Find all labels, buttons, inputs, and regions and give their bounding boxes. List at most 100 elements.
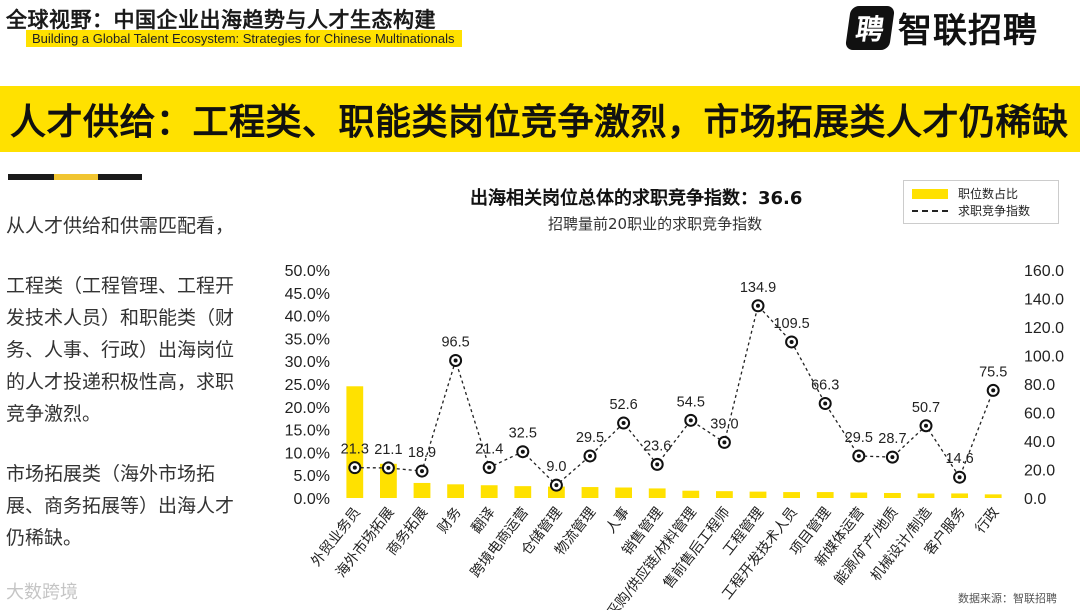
data-source: 数据来源：智联招聘: [958, 592, 1057, 605]
y-left-tick-label: 25.0%: [285, 377, 330, 394]
legend-bar-swatch: [912, 188, 948, 199]
y-right-tick-label: 100.0: [1024, 349, 1064, 366]
legend-bar-label: 职位数占比: [958, 187, 1019, 201]
line-point-center-9: [621, 421, 626, 426]
line-point-center-6: [520, 449, 525, 454]
x-category-label: 财务: [435, 505, 465, 537]
line-point-center-4: [453, 358, 458, 363]
bar-10: [648, 488, 666, 498]
line-point-center-14: [789, 339, 794, 344]
watermark: 大数跨境: [6, 582, 78, 603]
bar-17: [884, 492, 901, 498]
line-point-center-1: [352, 465, 357, 470]
line-data-label: 14.6: [945, 451, 973, 467]
zhaopin-logo: 聘 智联招聘: [844, 3, 1038, 52]
chart-legend: 职位数占比 求职竞争指数: [903, 180, 1059, 224]
line-data-label: 134.9: [740, 280, 776, 296]
bar-9: [615, 487, 632, 498]
line-data-label: 52.6: [609, 397, 637, 413]
y-right-tick-label: 160.0: [1024, 263, 1064, 280]
line-data-label: 21.3: [341, 442, 369, 458]
y-right-tick-label: 60.0: [1024, 406, 1055, 423]
bar-5: [480, 485, 498, 498]
line-data-label: 96.5: [441, 334, 469, 350]
line-point-center-18: [924, 423, 928, 428]
legend-line-swatch: [912, 209, 948, 212]
bar-18: [917, 493, 935, 498]
section-divider: [8, 174, 142, 180]
y-left-tick-label: 20.0%: [285, 400, 330, 417]
line-point-center-12: [722, 440, 727, 445]
y-left-tick-label: 5.0%: [294, 468, 330, 485]
y-right-tick-label: 140.0: [1024, 292, 1064, 309]
line-data-label: 29.5: [845, 430, 873, 446]
line-data-label: 39.0: [710, 416, 738, 432]
chart-title: 出海相关岗位总体的求职竞争指数：36.6: [470, 188, 803, 209]
x-category-label: 翻译: [469, 505, 499, 537]
legend-line-label: 求职竞争指数: [958, 204, 1031, 218]
line-data-label: 21.4: [475, 442, 503, 458]
y-left-tick-label: 45.0%: [285, 286, 330, 303]
commentary-text: 从人才供给和供需匹配看， 工程类（工程管理、工程开发技术人员）和职能类（财务、人…: [6, 210, 242, 582]
bar-16: [850, 492, 868, 498]
line-point-center-16: [856, 453, 861, 458]
bar-19: [951, 493, 968, 498]
bar-20: [984, 494, 1002, 498]
line-data-label: 21.1: [374, 442, 402, 458]
bar-8: [581, 487, 599, 498]
line-data-label: 28.7: [878, 431, 906, 447]
line-point-center-7: [554, 483, 559, 488]
logo-text: 智联招聘: [898, 11, 1038, 51]
line-data-label: 18.9: [408, 445, 436, 461]
line-data-label: 75.5: [979, 364, 1007, 380]
commentary-paragraph-1: 从人才供给和供需匹配看，: [6, 215, 235, 237]
line-data-label: 50.7: [912, 400, 940, 416]
competition-index-line: [354, 304, 994, 487]
line-data-label: 66.3: [811, 378, 839, 394]
bar-14: [783, 492, 800, 498]
line-point-center-8: [588, 453, 592, 458]
line-data-label: 109.5: [773, 316, 809, 332]
line-point-center-15: [823, 401, 828, 406]
line-point-center-11: [688, 418, 693, 423]
page-header-title: 全球视野：中国企业出海趋势与人才生态构建: [6, 8, 436, 32]
y-right-tick-label: 80.0: [1024, 377, 1055, 394]
x-category-label: 人事: [603, 505, 633, 537]
y-left-tick-label: 30.0%: [285, 354, 330, 371]
bar-12: [716, 491, 733, 498]
page-header-subtitle: Building a Global Talent Ecosystem: Stra…: [26, 30, 463, 47]
y-left-tick-label: 10.0%: [285, 445, 330, 462]
chart-subtitle: 招聘量前20职业的求职竞争指数: [548, 215, 763, 233]
line-data-label: 29.5: [576, 430, 604, 446]
y-left-tick-label: 15.0%: [285, 423, 330, 440]
line-data-label: 54.5: [677, 394, 705, 410]
bar-13: [749, 491, 767, 498]
bar-6: [514, 486, 532, 498]
bar-11: [682, 490, 700, 498]
line-point-center-20: [991, 388, 996, 393]
bar-4: [447, 484, 464, 498]
line-point-center-10: [655, 462, 660, 467]
bar-3: [413, 482, 431, 498]
line-point-center-3: [420, 469, 424, 474]
line-point-center-5: [487, 465, 492, 470]
commentary-paragraph-3: 市场拓展类（海外市场拓展、商务拓展等）出海人才仍稀缺。: [6, 463, 235, 549]
line-data-label: 23.6: [643, 438, 671, 454]
commentary-paragraph-2: 工程类（工程管理、工程开发技术人员）和职能类（财务、人事、行政）出海岗位的人才投…: [6, 275, 235, 425]
y-right-tick-label: 20.0: [1024, 463, 1055, 480]
bar-15: [816, 492, 834, 498]
line-point-center-13: [756, 303, 760, 308]
y-right-tick-label: 40.0: [1024, 434, 1055, 451]
bar-7: [548, 486, 565, 498]
y-left-tick-label: 40.0%: [285, 309, 330, 326]
line-point-center-19: [957, 475, 962, 480]
x-category-label: 行政: [973, 505, 1003, 537]
line-point-center-17: [890, 455, 895, 460]
headline-text: 人才供给：工程类、职能类岗位竞争激烈，市场拓展类人才仍稀缺: [10, 102, 1069, 143]
line-data-label: 32.5: [509, 426, 537, 442]
headline-banner: 人才供给：工程类、职能类岗位竞争激烈，市场拓展类人才仍稀缺: [0, 86, 1080, 152]
y-right-tick-label: 0.0: [1024, 491, 1046, 508]
line-data-label: 9.0: [546, 459, 566, 475]
y-right-tick-label: 120.0: [1024, 320, 1064, 337]
